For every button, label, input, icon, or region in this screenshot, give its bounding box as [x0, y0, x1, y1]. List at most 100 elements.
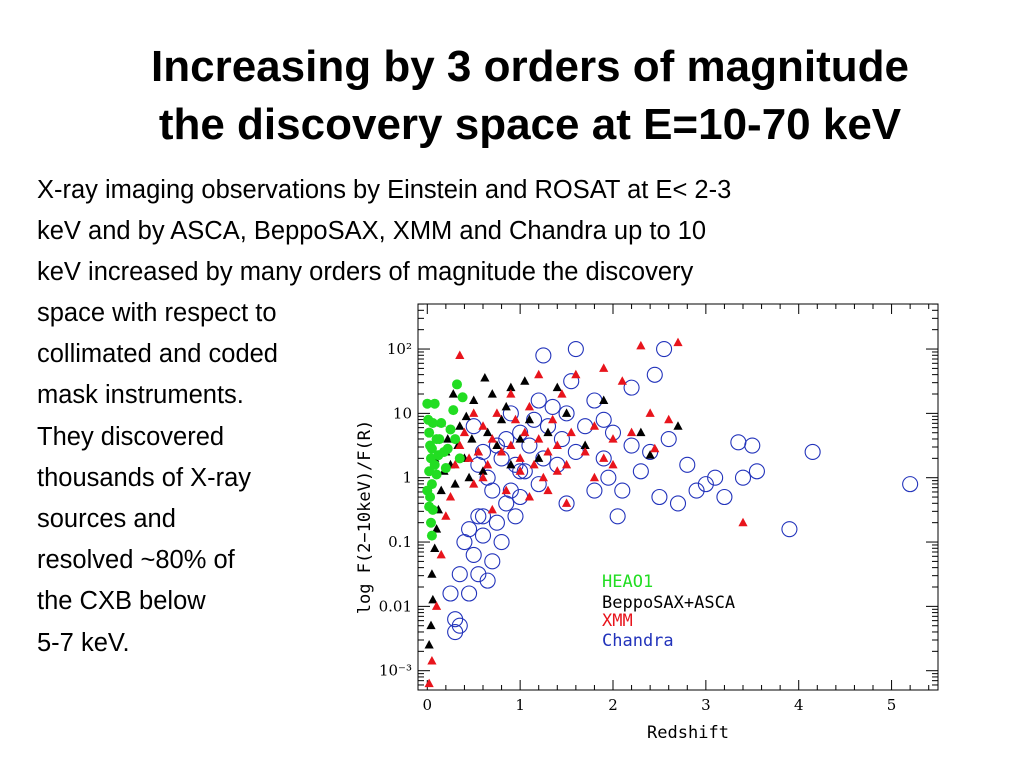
xmm-point — [552, 466, 562, 475]
xmm-point — [515, 453, 525, 462]
xmm-point — [506, 440, 516, 450]
chandra-point — [804, 443, 821, 461]
y-axis-title: log F(2−10keV)/F(R) — [355, 420, 375, 614]
xmm-point — [473, 446, 483, 456]
chandra-point — [442, 585, 459, 602]
xmm-point — [524, 492, 535, 501]
heao1-point — [434, 434, 445, 445]
heao1-point — [442, 443, 453, 454]
heao1-point — [448, 405, 459, 416]
xmm-point — [529, 459, 539, 469]
chandra-point — [465, 418, 482, 435]
xmm-point — [738, 517, 748, 527]
chandra-point — [507, 508, 524, 525]
chandra-point — [656, 340, 673, 358]
chandra-point — [609, 508, 626, 525]
chandra-point — [600, 469, 617, 486]
xmm-point — [515, 466, 525, 475]
bepposax-asca-point — [428, 594, 438, 604]
xmm-point — [608, 434, 618, 443]
bepposax-asca-point — [464, 472, 474, 482]
chandra-point — [521, 437, 538, 454]
chandra-point — [623, 379, 640, 396]
bepposax-asca-point — [480, 372, 490, 382]
chandra-point — [479, 572, 496, 589]
chandra-point — [470, 508, 487, 525]
chandra-point — [530, 392, 547, 409]
intro-line: keV increased by many orders of magnitud… — [37, 258, 694, 286]
title-line-2: the discovery space at E=10-70 keV — [158, 100, 902, 149]
bepposax-asca-point — [427, 569, 437, 578]
chandra-point — [544, 398, 561, 415]
side-line: thousands of X-ray — [37, 463, 252, 492]
legend-entry-xmm: XMM — [602, 611, 633, 631]
chandra-point — [512, 463, 529, 480]
xmm-point — [636, 340, 646, 350]
xmm-point — [441, 511, 451, 520]
xmm-point — [501, 485, 511, 495]
bepposax-asca-point — [673, 421, 683, 430]
xmm-point — [455, 350, 465, 359]
xmm-point — [459, 427, 470, 437]
chandra-point — [734, 469, 752, 486]
chandra-point — [530, 476, 547, 493]
xmm-point — [445, 492, 456, 501]
chandra-point — [474, 527, 492, 544]
bepposax-asca-point — [645, 450, 655, 459]
bepposax-asca-point — [492, 440, 502, 450]
chandra-point — [461, 521, 478, 538]
chandra-point — [623, 437, 640, 454]
chandra-point — [902, 476, 919, 493]
chandra-point — [646, 366, 663, 383]
bepposax-asca-point — [461, 411, 471, 421]
heao1-point — [454, 453, 465, 464]
xmm-point — [543, 446, 553, 456]
xmm-point — [520, 427, 530, 437]
xmm-point — [538, 472, 548, 482]
side-line: space with respect to — [37, 299, 277, 327]
xmm-point — [483, 459, 493, 469]
xmm-point — [580, 446, 590, 456]
y-tick-label: 0.01 — [379, 597, 412, 615]
chandra-point — [567, 443, 584, 461]
chandra-point — [502, 405, 519, 422]
chandra-point — [493, 533, 510, 551]
heao1-point — [429, 398, 440, 409]
xmm-point — [566, 427, 576, 437]
y-tick-label: 1 — [402, 469, 412, 487]
chandra-point — [669, 495, 687, 512]
bepposax-asca-point — [580, 440, 590, 450]
intro-paragraph: X-ray imaging observations by Einstein a… — [37, 170, 1012, 293]
chandra-point — [488, 514, 505, 531]
bepposax-asca-point — [561, 408, 572, 417]
chandra-point — [586, 392, 603, 409]
bepposax-asca-point — [448, 389, 458, 398]
heao1-point — [457, 392, 468, 403]
heao1-point — [426, 530, 437, 541]
chandra-point — [563, 373, 580, 390]
xmm-point — [455, 440, 465, 450]
bepposax-asca-point — [506, 459, 516, 469]
xmm-point — [561, 459, 572, 469]
x-tick-label: 2 — [608, 696, 618, 714]
xmm-point — [436, 549, 446, 559]
bepposax-asca-point — [478, 466, 488, 475]
x-tick-label: 0 — [423, 696, 433, 714]
xmm-point — [557, 389, 567, 398]
bepposax-asca-point — [483, 427, 493, 437]
heao1-point — [440, 463, 451, 474]
chandra-point — [660, 431, 677, 448]
chandra-point — [516, 463, 533, 480]
bepposax-asca-point — [636, 427, 646, 437]
bepposax-asca-point — [424, 639, 434, 649]
side-line: collimated and coded — [37, 340, 278, 369]
xmm-point — [571, 369, 581, 379]
side-line: resolved ~80% of — [37, 546, 235, 575]
xmm-point — [469, 479, 479, 488]
chandra-point — [484, 553, 501, 570]
chandra-point — [595, 450, 612, 467]
chandra-point — [707, 469, 724, 486]
xmm-point — [464, 453, 474, 462]
xmm-point — [510, 414, 521, 424]
chandra-point — [451, 566, 468, 583]
